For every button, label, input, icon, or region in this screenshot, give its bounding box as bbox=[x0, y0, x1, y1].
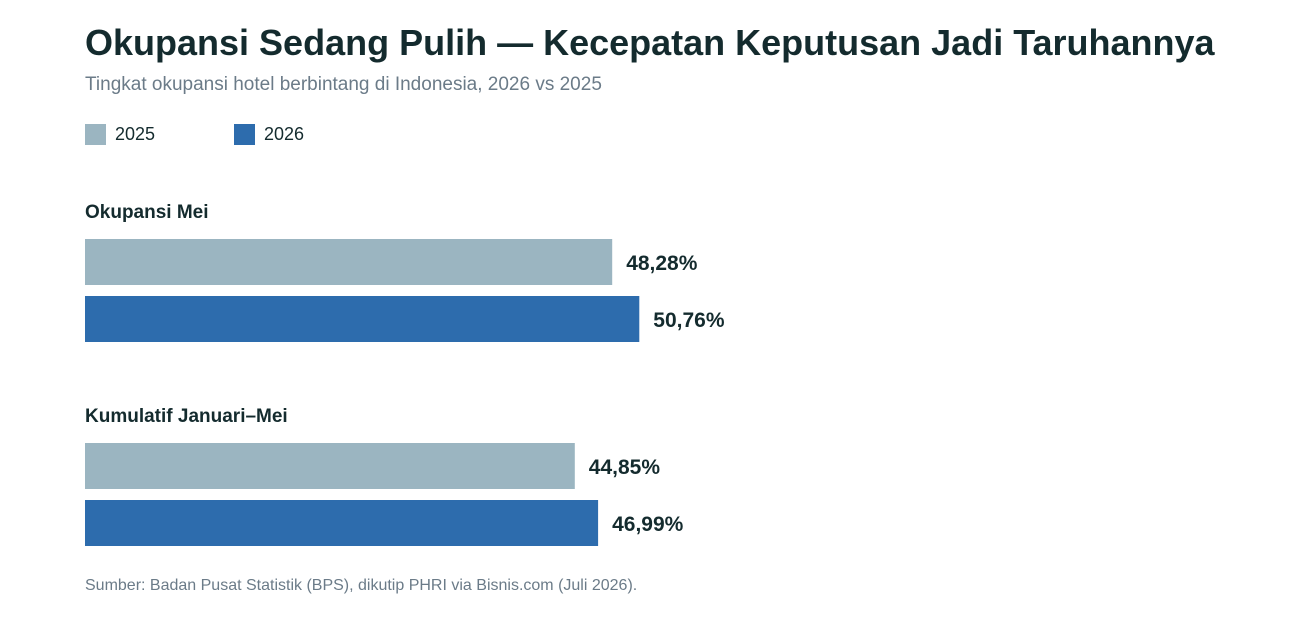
value-label-okupansi-mei-2026: 50,76% bbox=[653, 309, 725, 332]
bar-okupansi-mei-2026 bbox=[85, 296, 640, 342]
bar-kumulatif-januari-mei-2026 bbox=[85, 500, 599, 546]
legend-item-2026: 2026 bbox=[234, 123, 304, 145]
legend-item-2025: 2025 bbox=[85, 123, 155, 145]
legend-label-2025: 2025 bbox=[115, 123, 156, 144]
source-note: Sumber: Badan Pusat Statistik (BPS), dik… bbox=[85, 577, 638, 594]
value-label-kumulatif-januari-mei-2025: 44,85% bbox=[589, 456, 661, 479]
legend-label-2026: 2026 bbox=[264, 123, 305, 144]
bar-okupansi-mei-2025 bbox=[85, 239, 613, 285]
chart-subtitle: Tingkat okupansi hotel berbintang di Ind… bbox=[85, 74, 602, 95]
legend-swatch-2026 bbox=[234, 123, 255, 145]
group-label-okupansi-mei: Okupansi Mei bbox=[85, 202, 209, 223]
value-label-kumulatif-januari-mei-2026: 46,99% bbox=[612, 513, 684, 536]
value-label-okupansi-mei-2025: 48,28% bbox=[626, 252, 698, 275]
bar-kumulatif-januari-mei-2025 bbox=[85, 443, 575, 489]
legend: 2025 2026 bbox=[85, 123, 485, 145]
chart-title: Okupansi Sedang Pulih — Kecepatan Keputu… bbox=[85, 22, 1215, 63]
legend-swatch-2025 bbox=[85, 123, 106, 145]
group-label-kumulatif-januari-mei: Kumulatif Januari–Mei bbox=[85, 406, 288, 427]
